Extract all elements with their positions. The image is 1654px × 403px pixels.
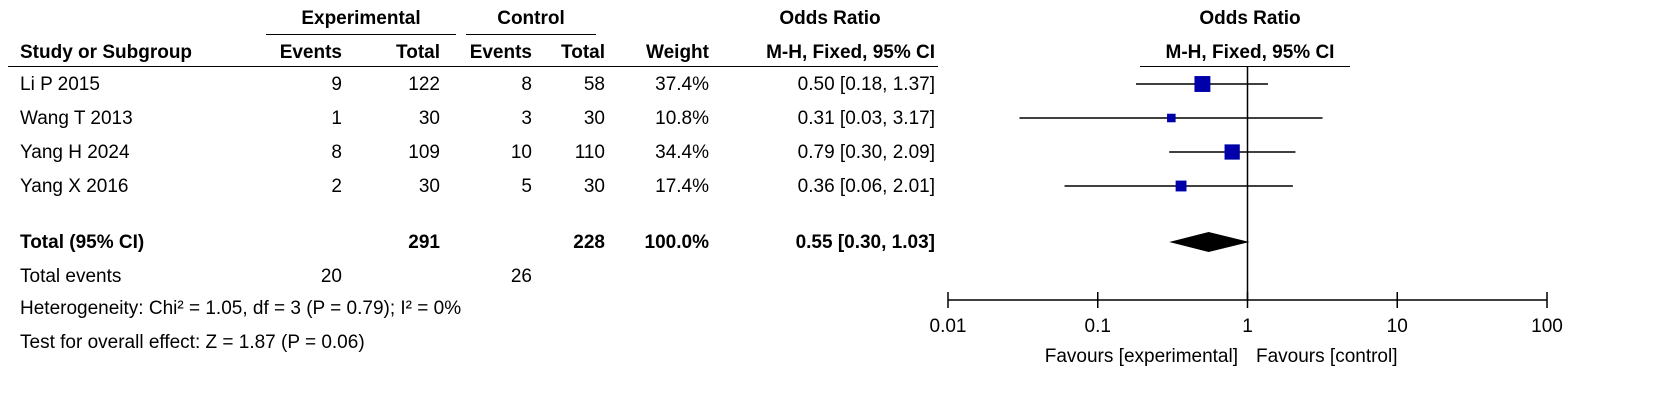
tick-label: 10 bbox=[1386, 316, 1408, 337]
ctrl-total: 30 bbox=[583, 176, 605, 197]
weight-value: 34.4% bbox=[655, 142, 709, 163]
odds-ratio-header-right: Odds Ratio bbox=[1199, 8, 1301, 29]
control-header: Control bbox=[497, 8, 565, 29]
study-name: Li P 2015 bbox=[20, 74, 100, 95]
pooled-diamond bbox=[1169, 232, 1250, 252]
ctrl-total: 58 bbox=[583, 74, 605, 95]
ctrl-events: 3 bbox=[521, 108, 532, 129]
tick-label: 0.1 bbox=[1084, 316, 1111, 337]
ctrl-events: 8 bbox=[521, 74, 532, 95]
ci-value: 0.31 [0.03, 3.17] bbox=[797, 108, 935, 129]
tick-label: 1 bbox=[1242, 316, 1253, 337]
ctrl-total-sum: 228 bbox=[573, 232, 605, 253]
odds-ratio-header-left: Odds Ratio bbox=[779, 8, 881, 29]
exp-events: 8 bbox=[331, 142, 342, 163]
favours-experimental-label: Favours [experimental] bbox=[1044, 346, 1238, 367]
ci-value: 0.36 [0.06, 2.01] bbox=[797, 176, 935, 197]
ctrl-total: 110 bbox=[574, 142, 605, 163]
ci-value: 0.79 [0.30, 2.09] bbox=[797, 142, 935, 163]
exp-total: 122 bbox=[408, 74, 440, 95]
total-events-ctrl: 26 bbox=[510, 266, 532, 287]
ci-value: 0.50 [0.18, 1.37] bbox=[797, 74, 935, 95]
ctrl-total: 30 bbox=[583, 108, 605, 129]
total-events-exp: 20 bbox=[320, 266, 342, 287]
tick-label: 100 bbox=[1531, 316, 1563, 337]
total-label: Total (95% CI) bbox=[20, 232, 145, 253]
exp-events: 2 bbox=[331, 176, 342, 197]
or-method-header-left: M-H, Fixed, 95% CI bbox=[766, 42, 935, 63]
study-name: Yang X 2016 bbox=[20, 176, 129, 197]
study-square bbox=[1167, 113, 1176, 123]
or-method-header-right: M-H, Fixed, 95% CI bbox=[1165, 42, 1335, 63]
study-column-header: Study or Subgroup bbox=[20, 42, 193, 63]
study-square bbox=[1224, 144, 1240, 160]
ctrl-total-header: Total bbox=[561, 42, 605, 63]
exp-total-header: Total bbox=[396, 42, 440, 63]
favours-control-label: Favours [control] bbox=[1256, 346, 1398, 367]
study-square bbox=[1194, 76, 1211, 92]
exp-total: 109 bbox=[408, 142, 440, 163]
total-weight: 100.0% bbox=[644, 232, 709, 253]
exp-events-header: Events bbox=[279, 42, 342, 63]
header-rule-left bbox=[8, 66, 938, 67]
heterogeneity-text: Heterogeneity: Chi² = 1.05, df = 3 (P = … bbox=[20, 298, 462, 319]
ctrl-events: 10 bbox=[510, 142, 532, 163]
control-underline bbox=[466, 34, 596, 35]
total-events-label: Total events bbox=[20, 266, 122, 287]
exp-events: 1 bbox=[331, 108, 342, 129]
study-name: Yang H 2024 bbox=[20, 142, 130, 163]
experimental-underline bbox=[266, 34, 456, 35]
weight-value: 10.8% bbox=[655, 108, 709, 129]
total-ci: 0.55 [0.30, 1.03] bbox=[795, 232, 935, 253]
exp-total: 30 bbox=[418, 176, 440, 197]
exp-total: 30 bbox=[418, 108, 440, 129]
tick-label: 0.01 bbox=[929, 316, 967, 337]
ctrl-events: 5 bbox=[521, 176, 532, 197]
study-name: Wang T 2013 bbox=[20, 108, 133, 129]
exp-total-sum: 291 bbox=[408, 232, 440, 253]
experimental-header: Experimental bbox=[301, 8, 421, 29]
study-square bbox=[1175, 180, 1187, 192]
exp-events: 9 bbox=[331, 74, 342, 95]
weight-value: 37.4% bbox=[655, 74, 709, 95]
weight-value: 17.4% bbox=[655, 176, 709, 197]
ctrl-events-header: Events bbox=[469, 42, 532, 63]
weight-header: Weight bbox=[646, 42, 709, 63]
overall-effect-text: Test for overall effect: Z = 1.87 (P = 0… bbox=[20, 332, 365, 353]
header-rule-right bbox=[1140, 66, 1350, 67]
